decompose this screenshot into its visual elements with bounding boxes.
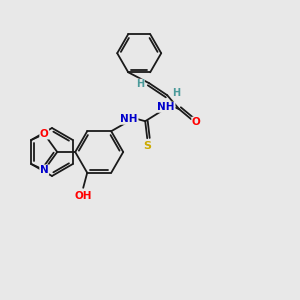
Text: OH: OH (74, 191, 92, 201)
Text: NH: NH (121, 114, 138, 124)
Text: H: H (136, 79, 144, 89)
Text: H: H (172, 88, 180, 98)
Text: N: N (40, 165, 49, 175)
Text: S: S (143, 141, 151, 151)
Text: O: O (40, 129, 49, 139)
Text: O: O (192, 117, 201, 127)
Text: NH: NH (158, 102, 175, 112)
